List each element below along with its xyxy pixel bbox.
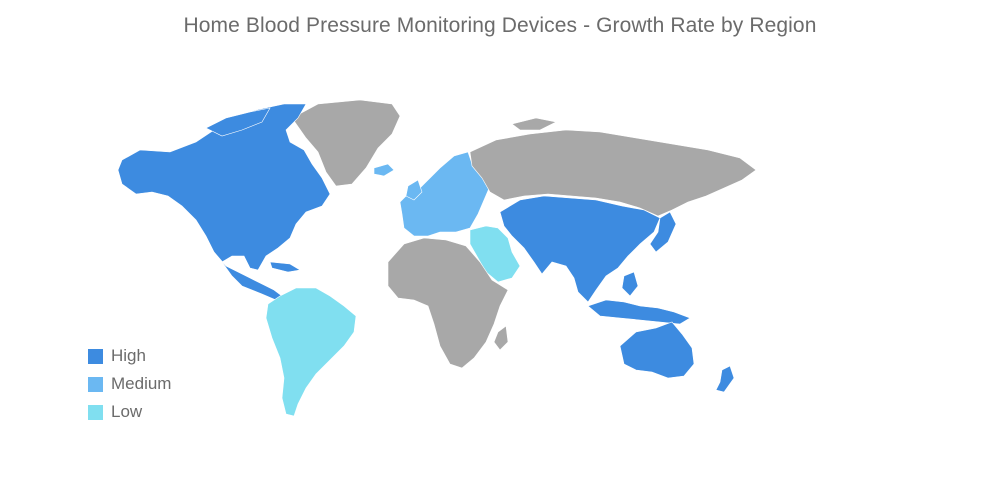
- chart-title: Home Blood Pressure Monitoring Devices -…: [183, 14, 817, 37]
- legend-label-low: Low: [111, 402, 143, 421]
- region-iceland: [373, 163, 395, 177]
- region-japan: [649, 211, 677, 253]
- region-south-america: [265, 287, 357, 417]
- region-australia: [619, 321, 695, 379]
- region-uk: [405, 179, 423, 201]
- region-new-zealand: [715, 365, 735, 393]
- region-se-asia-islands: [587, 299, 691, 325]
- legend-swatch-low: [88, 404, 103, 420]
- legend-label-high: High: [111, 346, 146, 365]
- region-madagascar: [493, 325, 509, 351]
- region-asia-pacific: [499, 195, 661, 303]
- legend-swatch-high: [88, 348, 103, 364]
- region-middle-east: [469, 225, 521, 283]
- region-russia: [469, 129, 757, 217]
- legend-swatch-medium: [88, 376, 103, 392]
- region-philippines: [621, 271, 639, 297]
- region-africa: [387, 237, 509, 369]
- legend-item-low: Low: [88, 398, 171, 426]
- region-north-america: [117, 103, 331, 301]
- region-arctic-islands: [511, 117, 557, 131]
- region-caribbean: [269, 261, 301, 273]
- legend: High Medium Low: [88, 342, 171, 426]
- legend-label-medium: Medium: [111, 374, 172, 393]
- legend-item-medium: Medium: [88, 370, 171, 398]
- region-canada-arctic: [205, 107, 271, 137]
- region-greenland: [291, 99, 401, 187]
- legend-item-high: High: [88, 342, 171, 370]
- region-europe: [399, 151, 491, 237]
